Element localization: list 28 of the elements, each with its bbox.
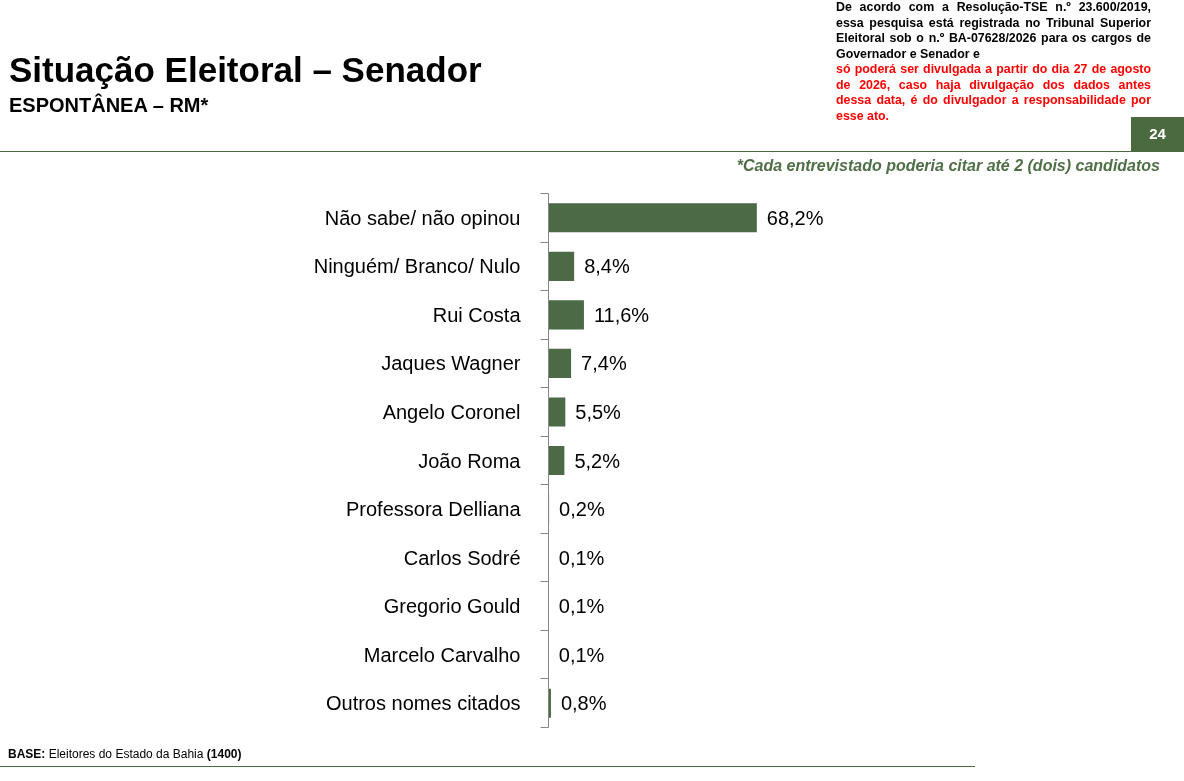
y-tick-label: Professora Delliana <box>345 498 522 521</box>
data-label: 11,6% <box>593 303 650 326</box>
data-label: 0,8% <box>560 692 607 715</box>
data-label: 5,5% <box>575 400 622 423</box>
text: *Cada entrevistado poderia citar até 2 (dois) candidatos <box>736 156 1160 176</box>
y-tick-label: Marcelo Carvalho <box>363 643 521 666</box>
y-tick-label: Angelo Coronel <box>382 400 521 423</box>
data-label: 0,1% <box>558 546 605 569</box>
y-tick-label: Jaques Wagner <box>381 352 521 375</box>
text: BASE: Eleitores do Estado da Bahia (1400) <box>0 742 975 767</box>
y-tick-label: Não sabe/ não opinou <box>324 206 521 229</box>
y-tick-label: Ninguém/ Branco/ Nulo <box>313 255 521 278</box>
data-label: 68,2% <box>766 206 824 229</box>
data-label: 0,2% <box>559 498 605 521</box>
data-label: 0,1% <box>558 643 605 666</box>
y-tick-label: Rui Costa <box>432 303 522 326</box>
text: Situação Eleitoral – Senador <box>9 49 482 91</box>
y-tick-label: Gregorio Gould <box>383 595 521 618</box>
text: De acordo com a Resolução-TSE n.º 23.600/2019, essa pesquisa está registrada no Tribunal Superior Eleitoral sob o n.º BA-07628/2026 para os cargos de Governador e Senador e <box>836 0 1151 62</box>
text: 24 <box>1131 117 1184 151</box>
data-label: 7,4% <box>581 352 627 375</box>
y-tick-label: João Roma <box>418 449 522 472</box>
text: ESPONTÂNEA – RM* <box>9 92 209 118</box>
y-tick-label: Carlos Sodré <box>403 546 521 569</box>
y-tick-label: Outros nomes citados <box>325 692 521 715</box>
data-label: 5,2% <box>574 449 621 472</box>
data-label: 0,1% <box>558 595 605 618</box>
data-label: 8,4% <box>584 255 630 278</box>
